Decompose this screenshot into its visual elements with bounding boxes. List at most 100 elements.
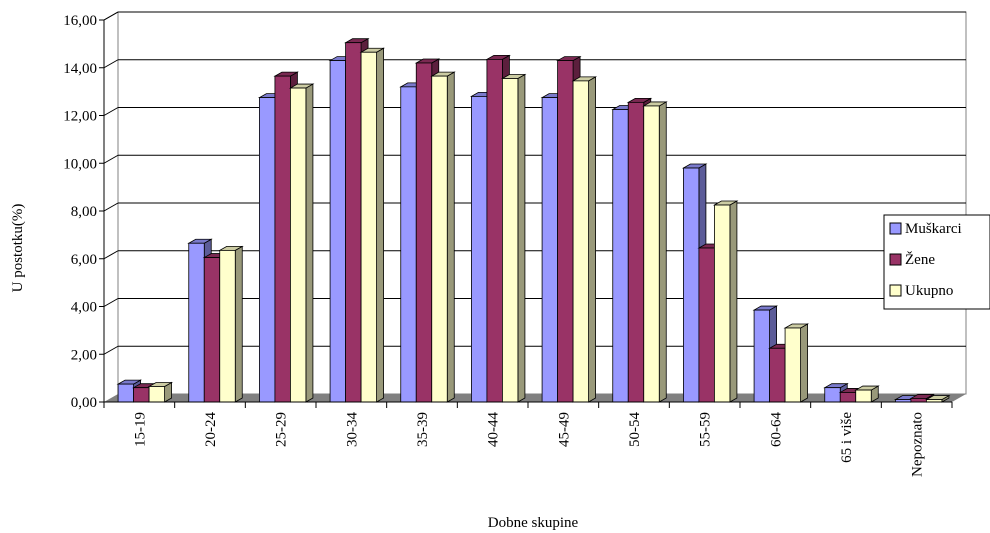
- y-tick-label: 12,00: [63, 109, 97, 125]
- bar: [783, 323, 810, 403]
- bar: [571, 76, 598, 403]
- bar-front: [683, 167, 700, 403]
- bar: [430, 71, 456, 403]
- bar-front: [360, 51, 377, 403]
- bar: [218, 245, 244, 403]
- bar-front: [431, 75, 448, 403]
- y-tick-label: 0,00: [71, 395, 97, 411]
- bar-front: [345, 42, 362, 403]
- bar-front: [643, 105, 660, 403]
- bar-front: [117, 383, 134, 403]
- legend-entry: Muškarci: [889, 221, 962, 237]
- legend-entry: Ukupno: [889, 283, 953, 299]
- bar-front: [188, 242, 205, 403]
- bar-front: [627, 101, 645, 403]
- legend-swatch: [889, 284, 902, 297]
- bar: [712, 200, 739, 403]
- y-tick-label: 2,00: [71, 347, 97, 363]
- legend-label: Muškarci: [905, 221, 962, 237]
- bar-side: [376, 47, 384, 403]
- bar-front: [203, 257, 221, 403]
- y-tick-label: 16,00: [63, 13, 97, 29]
- y-tick-label: 10,00: [63, 156, 97, 172]
- bar: [147, 381, 174, 403]
- x-tick-label: 35-39: [415, 412, 431, 447]
- legend-box: [883, 214, 990, 310]
- x-axis: 15-19 20-24 25-29 30-34 35-39 40-44 45-49 50-54…: [103, 401, 953, 477]
- x-tick-label: 45-49: [556, 412, 572, 447]
- bar-side: [305, 83, 314, 403]
- bar-side: [658, 101, 667, 403]
- bar-side: [800, 323, 808, 403]
- x-tick-label: 65 i više: [839, 412, 855, 463]
- x-tick-label: 50-54: [627, 412, 643, 447]
- x-tick-label: 40-44: [486, 412, 502, 447]
- bar-front: [839, 392, 857, 403]
- gridline-side: [103, 154, 119, 164]
- legend-entry: Žene: [889, 251, 935, 268]
- legend-swatch: [889, 253, 902, 266]
- bar-front: [400, 86, 417, 403]
- bars: [116, 37, 951, 403]
- legend-label: Ukupno: [905, 283, 953, 299]
- y-tick-label: 8,00: [71, 204, 97, 220]
- y-tick-label: 6,00: [71, 252, 97, 268]
- bar-front: [698, 247, 715, 403]
- bar: [359, 47, 386, 403]
- y-axis: 0,00 2,00 4,00 6,00 8,00 10,00 12,00 14,00 16,00: [63, 11, 119, 411]
- bar-front: [910, 398, 927, 403]
- bar-front: [714, 204, 731, 403]
- bar-front: [471, 96, 488, 403]
- x-tick-label: 30-34: [344, 412, 360, 447]
- bar-front: [274, 75, 291, 403]
- legend-swatch: [889, 222, 902, 235]
- gridline-side: [103, 202, 119, 212]
- y-tick-label: 14,00: [63, 61, 97, 77]
- legend-items: Muškarci Žene Ukupno: [889, 221, 962, 299]
- y-axis-title: U postotku(%): [10, 204, 26, 293]
- bar-front: [133, 387, 150, 403]
- bar-front: [502, 78, 519, 403]
- bar-front: [824, 387, 841, 403]
- gridline-side: [103, 345, 119, 355]
- x-tick-label: 55-59: [698, 412, 714, 447]
- bar-front: [855, 389, 872, 403]
- bar-front: [486, 58, 503, 403]
- gridline-side: [103, 298, 119, 307]
- bar-front: [541, 97, 558, 403]
- bar-side: [517, 73, 526, 403]
- legend: Muškarci Žene Ukupno: [883, 214, 990, 310]
- legend-label: Žene: [905, 251, 935, 268]
- bar-front: [769, 347, 786, 403]
- bar-front: [572, 80, 589, 403]
- x-tick-label: 25-29: [274, 412, 290, 447]
- y-axis-top-edge: [103, 11, 119, 21]
- bar-front: [415, 62, 433, 403]
- bar-front: [557, 60, 574, 403]
- x-tick-label: 60-64: [768, 412, 784, 447]
- bar: [500, 73, 527, 403]
- bar: [288, 83, 315, 403]
- bar-side: [588, 76, 596, 403]
- gridline-side: [103, 250, 119, 260]
- bar-front: [148, 386, 165, 403]
- y-tick-label: 4,00: [71, 300, 97, 316]
- bar-side: [729, 200, 738, 403]
- bar-front: [329, 60, 346, 403]
- bar-front: [219, 249, 236, 403]
- bar-side: [234, 245, 243, 403]
- bar-side: [446, 71, 455, 403]
- bar-front: [259, 97, 276, 403]
- bar-front: [612, 109, 629, 403]
- bar: [854, 385, 880, 403]
- bar: [642, 101, 668, 403]
- bar-front: [753, 309, 770, 403]
- bar: [924, 394, 951, 403]
- bar-front: [290, 87, 307, 403]
- x-axis-title: Dobne skupine: [488, 515, 579, 531]
- chart-floor: [104, 394, 966, 402]
- x-tick-label: Nepoznato: [910, 412, 926, 477]
- x-tick-label: 20-24: [203, 412, 219, 447]
- x-tick-label: 15-19: [132, 412, 148, 447]
